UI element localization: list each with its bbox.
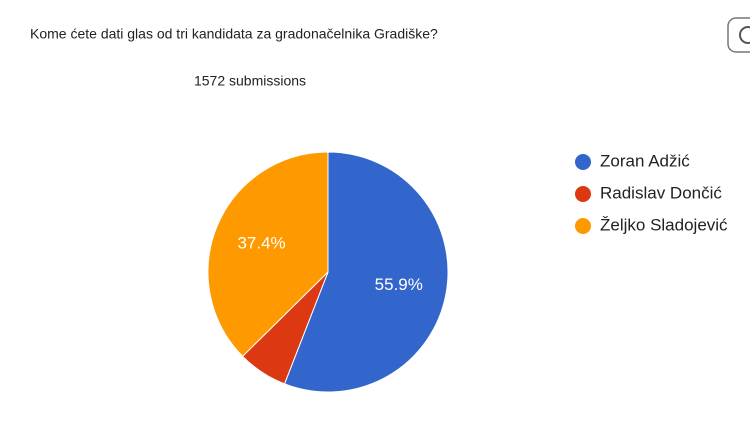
legend-swatch xyxy=(575,218,591,234)
copy-icon[interactable] xyxy=(739,26,750,44)
legend-label: Zoran Adžić xyxy=(600,151,690,170)
slice-label: 37.4% xyxy=(237,234,285,253)
chart-subtitle: 1572 submissions xyxy=(194,73,306,89)
pie-slice xyxy=(207,151,329,358)
slice-label: 55.9% xyxy=(375,275,423,294)
legend-swatch xyxy=(575,154,591,170)
pie-slice xyxy=(283,151,449,393)
legend-label: Željko Sladojević xyxy=(600,215,728,234)
legend-swatch xyxy=(575,186,591,202)
chart-title: Kome ćete dati glas od tri kandidata za … xyxy=(30,26,438,42)
legend-label: Radislav Dončić xyxy=(600,183,722,202)
